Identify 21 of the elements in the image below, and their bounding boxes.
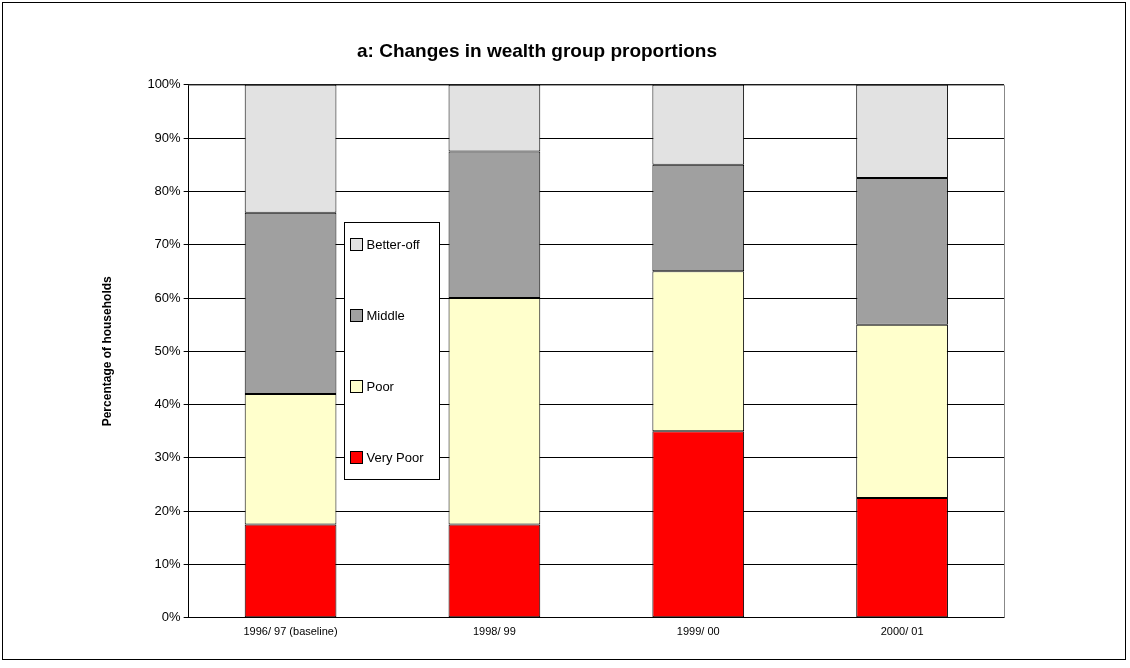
legend-label: Better-off (366, 237, 420, 253)
y-tick-label: 50% (154, 342, 182, 358)
y-tick-label: 20% (154, 502, 182, 518)
y-tick-label: 0% (161, 609, 182, 625)
y-tick-label: 70% (154, 236, 182, 252)
y-tick-label: 10% (154, 556, 182, 572)
y-tick-label: 80% (154, 182, 182, 198)
legend-label: Middle (366, 308, 405, 324)
legend-label: Poor (366, 379, 394, 395)
x-tick-label: 1999/ 00 (676, 625, 720, 638)
x-tick-label: 2000/ 01 (880, 625, 924, 638)
y-tick-label: 90% (154, 129, 182, 145)
chart-title: a: Changes in wealth group proportions (357, 39, 717, 61)
x-tick-label: 1998/ 99 (472, 625, 516, 638)
y-tick-label: 100% (147, 76, 182, 92)
legend-label: Very Poor (366, 450, 424, 466)
y-tick-label: 60% (154, 289, 182, 305)
y-tick-label: 40% (154, 396, 182, 412)
y-axis-title: Percentage of households (99, 275, 114, 427)
y-tick-label: 30% (154, 449, 182, 465)
x-tick-label: 1996/ 97 (baseline) (243, 625, 338, 638)
